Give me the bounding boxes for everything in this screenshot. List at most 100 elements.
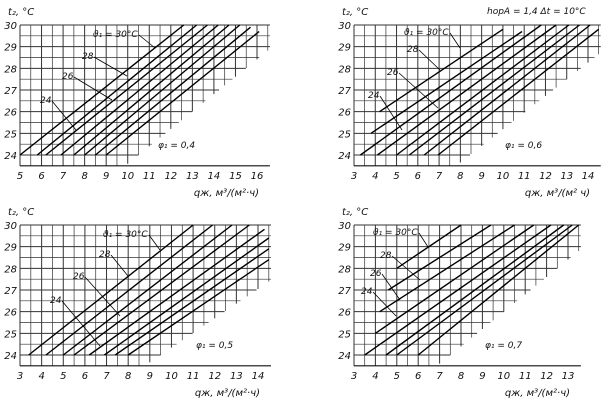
x-tick-label: 11	[187, 371, 200, 382]
y-tick-label: 27	[4, 86, 17, 97]
label-leader-line	[73, 76, 113, 101]
x-tick-label: 5	[393, 171, 399, 182]
y-tick-label: 30	[4, 221, 17, 232]
x-tick-label: 5	[17, 171, 23, 182]
parameter-label: φ₁ = 0,7	[485, 341, 522, 351]
line-label: 26	[387, 68, 399, 78]
x-tick-label: 8	[457, 171, 463, 182]
line-label: 28	[380, 251, 392, 261]
series-line-4	[60, 24, 219, 156]
x-tick-label: 13	[230, 371, 243, 382]
label-leader-line	[398, 72, 439, 109]
x-tick-label: 5	[394, 371, 400, 382]
x-tick-label: 3	[17, 371, 23, 382]
label-leader-line	[391, 255, 421, 281]
y-tick-label: 30	[338, 21, 351, 32]
series-line-8	[127, 259, 270, 356]
y-tick-label: 25	[4, 129, 17, 140]
series-line-7	[423, 24, 591, 156]
x-tick-label: 9	[147, 371, 153, 382]
x-tick-label: 13	[562, 371, 575, 382]
line-label: 24	[361, 287, 373, 297]
series-line-7	[114, 248, 270, 356]
x-tick-label: 7	[436, 171, 443, 182]
y-tick-label: 25	[338, 329, 351, 340]
x-tick-label: 4	[372, 171, 378, 182]
x-axis-label: qж, м³/(м²·ч)	[505, 388, 570, 399]
x-tick-label: 10	[165, 371, 178, 382]
x-axis-label: qж, м³/(м²·ч)	[195, 388, 260, 399]
x-tick-label: 12	[164, 171, 177, 182]
label-leader-line	[418, 49, 441, 71]
line-label: 24	[368, 91, 380, 101]
label-leader-line	[51, 100, 77, 131]
x-tick-label: 13	[560, 171, 573, 182]
y-tick-label: 27	[4, 286, 17, 297]
label-leader-line	[110, 254, 129, 277]
x-tick-label: 11	[518, 171, 531, 182]
y-tick-label: 29	[338, 243, 351, 254]
x-tick-label: 10	[497, 171, 510, 182]
line-label: ϑ₁ = 30°C	[93, 30, 138, 40]
series-line-6	[408, 24, 580, 156]
y-tick-label: 24	[338, 351, 351, 362]
series-line-2	[36, 24, 198, 156]
y-tick-label: 29	[4, 43, 17, 54]
series-line-3	[62, 224, 233, 356]
y-tick-label: 25	[338, 129, 351, 140]
label-leader-line	[148, 234, 161, 251]
y-tick-label: 29	[4, 243, 17, 254]
y-axis-label: t₂, °C	[342, 7, 368, 18]
y-tick-label: 29	[338, 43, 351, 54]
x-tick-label: 4	[38, 371, 44, 382]
series-line-3	[379, 224, 515, 313]
label-leader-line	[381, 273, 401, 301]
x-tick-label: 11	[519, 371, 532, 382]
series-line-7	[396, 224, 573, 356]
series-line-2	[370, 30, 523, 134]
series-line-3	[45, 24, 208, 156]
y-tick-label: 24	[338, 151, 351, 162]
label-leader-line	[379, 95, 403, 131]
label-leader-line	[418, 232, 429, 248]
x-tick-label: 5	[60, 371, 66, 382]
series-line-1	[396, 224, 462, 269]
x-tick-label: 12	[539, 171, 552, 182]
y-tick-label: 26	[338, 108, 351, 119]
x-tick-label: 14	[582, 171, 595, 182]
line-label: ϑ₁ = 30°C	[103, 230, 148, 240]
y-tick-label: 24	[4, 151, 17, 162]
y-tick-label: 28	[4, 64, 17, 75]
y-tick-label: 26	[4, 308, 17, 319]
line-label: 28	[99, 250, 111, 260]
line-label: 24	[50, 296, 62, 306]
x-tick-label: 7	[103, 371, 110, 382]
series-line-3	[359, 24, 542, 156]
y-axis-label: t₂, °C	[8, 7, 34, 18]
y-tick-label: 27	[338, 86, 351, 97]
y-axis-label: t₂, °C	[342, 207, 368, 218]
series-line-1	[19, 24, 185, 156]
x-tick-label: 15	[229, 171, 242, 182]
line-label: ϑ₁ = 30°C	[373, 228, 418, 238]
series-line-6	[385, 224, 565, 356]
chart-panel-1: 5 6 7 8 9 10 11 12 13 14 15 16 24 25 26 27 28 29 30 t₂, °C q…	[4, 7, 270, 199]
x-tick-label: 11	[143, 171, 156, 182]
x-tick-label: 16	[251, 171, 264, 182]
x-tick-label: 6	[82, 371, 88, 382]
y-tick-label: 28	[338, 264, 351, 275]
x-tick-label: 6	[415, 171, 421, 182]
x-tick-label: 10	[121, 171, 134, 182]
series-line-5	[396, 24, 570, 156]
parameter-label: φ₁ = 0,6	[505, 141, 542, 151]
series-line-2	[45, 224, 213, 356]
x-tick-label: 9	[478, 171, 484, 182]
series-line-4	[375, 224, 535, 334]
series-line-5	[88, 228, 265, 356]
line-label: ϑ₁ = 30°C	[404, 28, 449, 38]
x-tick-label: 9	[479, 371, 485, 382]
x-tick-label: 7	[436, 371, 443, 382]
line-label: 28	[407, 45, 419, 55]
label-leader-line	[449, 32, 461, 49]
